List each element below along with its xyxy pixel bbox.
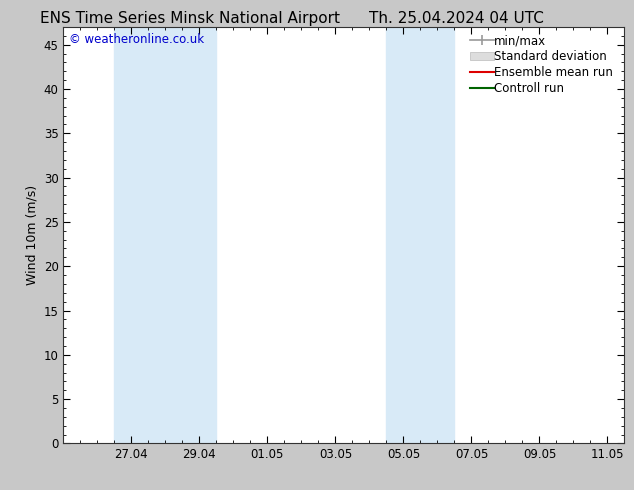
Text: ENS Time Series Minsk National Airport: ENS Time Series Minsk National Airport	[40, 11, 340, 26]
Text: © weatheronline.co.uk: © weatheronline.co.uk	[69, 33, 204, 46]
Y-axis label: Wind 10m (m/s): Wind 10m (m/s)	[25, 185, 38, 285]
Text: Th. 25.04.2024 04 UTC: Th. 25.04.2024 04 UTC	[369, 11, 544, 26]
Bar	[114, 27, 216, 443]
Bar	[387, 27, 455, 443]
Legend: min/max, Standard deviation, Ensemble mean run, Controll run: min/max, Standard deviation, Ensemble me…	[467, 30, 621, 98]
